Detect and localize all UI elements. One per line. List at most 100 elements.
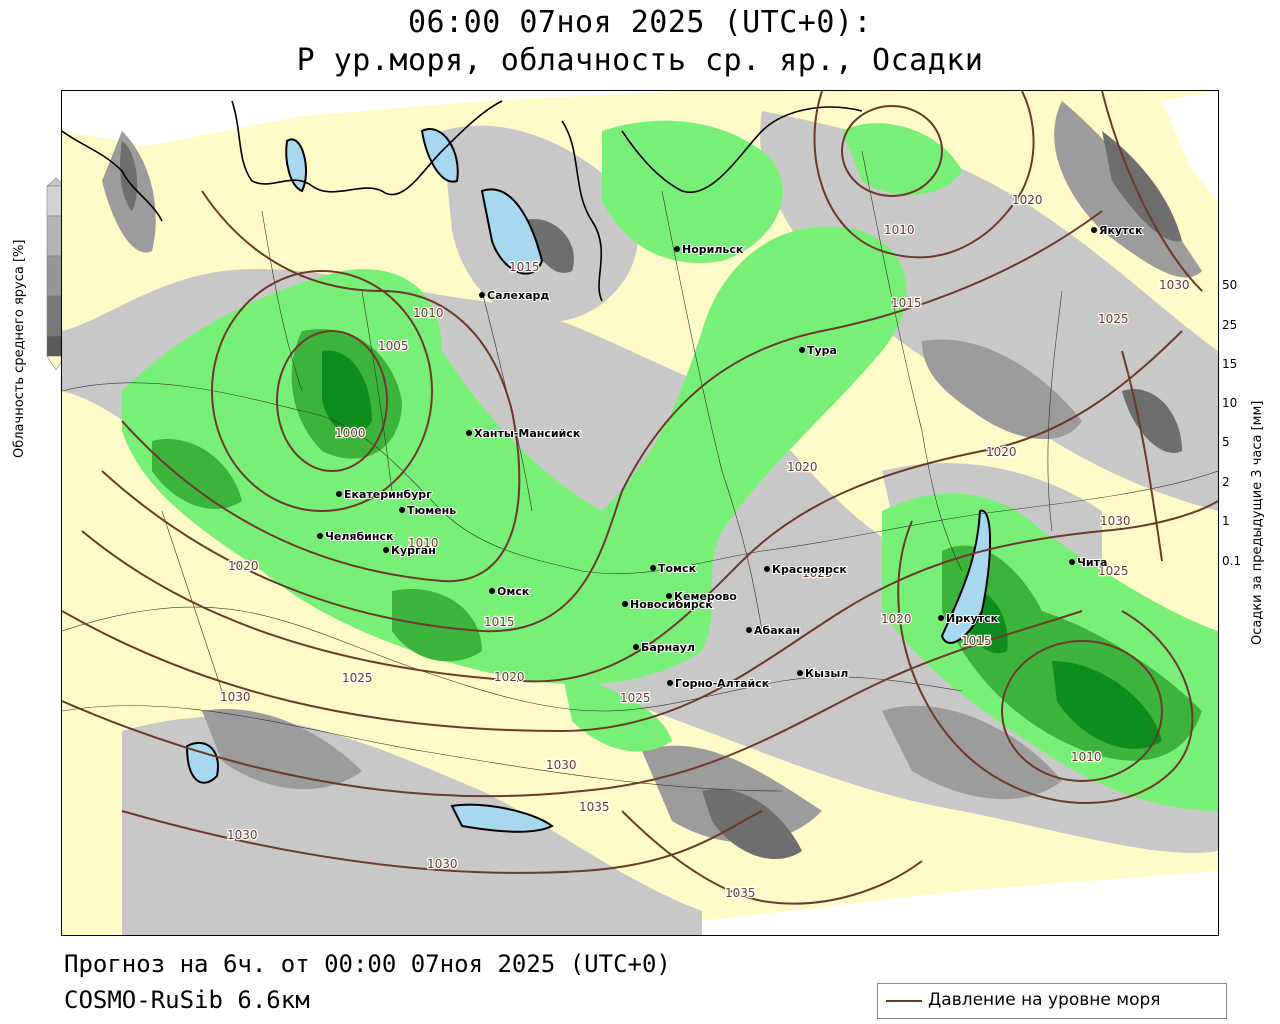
city-dot-icon — [666, 593, 672, 599]
city-dot-icon — [667, 680, 673, 686]
forecast-map[interactable]: 1015 1010 1005 1000 1010 1020 1015 1025 1020 1030… — [61, 90, 1219, 936]
isobar-label-1000: 1000 — [335, 426, 366, 440]
city-dot-icon — [466, 430, 472, 436]
isobar-label-1030: 1030 — [227, 828, 258, 842]
cloud-dark-layer — [120, 131, 1182, 860]
precip-tick-2: 2 — [1222, 475, 1230, 489]
water-layer — [185, 128, 992, 833]
isobar-label-1030: 1030 — [1159, 278, 1190, 292]
isobar-label-1005: 1005 — [378, 339, 409, 353]
isobar-label-1020: 1020 — [494, 670, 525, 684]
map-title-time: 06:00 07ноя 2025 (UTC+0): — [407, 5, 873, 40]
city-marker[interactable]: Барнаул — [633, 640, 696, 655]
city-marker[interactable]: Новосибирск — [622, 597, 714, 612]
city-marker[interactable]: Курган — [383, 543, 437, 558]
city-dot-icon — [650, 565, 656, 571]
isobar-label-1020: 1020 — [1012, 193, 1043, 207]
city-marker[interactable]: Абакан — [746, 623, 801, 638]
legend-box: Давление на уровне моря — [877, 983, 1227, 1019]
isobar-label-1020: 1020 — [787, 460, 818, 474]
city-label: Кызыл — [805, 667, 848, 680]
precip-tick-10: 10 — [1222, 396, 1238, 410]
city-marker[interactable]: Якутск — [1091, 223, 1144, 238]
isobar-label-1015: 1015 — [509, 260, 540, 274]
city-marker[interactable]: Тура — [799, 343, 838, 358]
city-marker[interactable]: Томск — [650, 561, 698, 576]
city-marker[interactable]: Салехард — [479, 288, 550, 303]
precip-tick-0-1: 0.1 — [1222, 554, 1242, 568]
coastline-layer — [62, 100, 863, 302]
city-dot-icon — [622, 601, 628, 607]
cloud-scale-title: Облачность среднего яруса [%] — [12, 239, 27, 458]
city-label: Кемерово — [674, 590, 737, 603]
isobar-label-1035: 1035 — [725, 886, 756, 900]
city-dot-icon — [797, 670, 803, 676]
city-marker[interactable]: Красноярск — [764, 562, 848, 577]
precip-tick-15: 15 — [1222, 357, 1238, 371]
city-dot-icon — [1069, 559, 1075, 565]
map-title-fields: P ур.моря, облачность ср. яр., Осадки — [296, 43, 984, 78]
city-marker[interactable]: Кызыл — [797, 666, 849, 681]
isobar-label-1020: 1020 — [228, 559, 259, 573]
city-label: Челябинск — [325, 530, 394, 543]
isobar-label-1020: 1020 — [986, 445, 1017, 459]
city-dot-icon — [383, 547, 389, 553]
city-dot-icon — [479, 292, 485, 298]
precip-scale-title: Осадки за предыдущие 3 часа [мм] — [1250, 400, 1265, 645]
city-marker[interactable]: Ханты-Мансийск — [466, 426, 582, 441]
isobar-label-1030: 1030 — [546, 758, 577, 772]
precip-tick-5: 5 — [1222, 435, 1230, 449]
isobar-label-group: 1015 1010 1005 1000 1010 1020 1015 1025 1020 1030… — [219, 192, 1191, 902]
city-label: Тюмень — [407, 504, 456, 517]
city-dot-icon — [764, 566, 770, 572]
isobar-label-1025: 1025 — [1098, 312, 1129, 326]
city-dot-icon — [674, 246, 680, 252]
precip-tick-1: 1 — [1222, 514, 1230, 528]
city-label: Салехард — [487, 289, 549, 302]
cloud-colorbar — [46, 178, 66, 371]
isobar-label-1010: 1010 — [1071, 750, 1102, 764]
city-label: Красноярск — [772, 563, 847, 576]
boundary-layer — [62, 150, 1218, 792]
isobar-label-1010: 1010 — [884, 223, 915, 237]
pressure-legend-label: Давление на уровне моря — [928, 990, 1161, 1010]
city-marker-group: Норильск Якутск Салехард Тура Ханты-Мансийск… — [317, 223, 1144, 691]
city-dot-icon — [489, 588, 495, 594]
city-label: Якутск — [1099, 224, 1143, 237]
city-dot-icon — [633, 644, 639, 650]
city-label: Новосибирск — [630, 598, 713, 611]
isobar-label-1035: 1035 — [579, 800, 610, 814]
city-marker[interactable]: Горно-Алтайск — [667, 676, 771, 691]
city-marker[interactable]: Иркутск — [938, 611, 1000, 626]
city-label: Ханты-Мансийск — [474, 427, 581, 440]
isobar-label-1010: 1010 — [408, 536, 439, 550]
model-name: COSMO-RuSib 6.6км — [64, 986, 310, 1014]
city-label: Тура — [807, 344, 837, 357]
city-marker[interactable]: Норильск — [674, 242, 745, 257]
isobar-label-1020: 1020 — [881, 612, 912, 626]
city-marker[interactable]: Кемерово — [666, 589, 738, 604]
city-label: Горно-Алтайск — [675, 677, 770, 690]
city-marker[interactable]: Екатеринбург — [336, 487, 433, 502]
city-label: Омск — [497, 585, 530, 598]
city-marker[interactable]: Челябинск — [317, 529, 395, 544]
city-marker[interactable]: Чита — [1069, 555, 1108, 570]
map-canvas: 1015 1010 1005 1000 1010 1020 1015 1025 1020 1030… — [62, 91, 1218, 935]
isobar-label-1015: 1015 — [484, 615, 515, 629]
city-marker[interactable]: Тюмень — [399, 503, 457, 518]
city-label: Курган — [391, 544, 436, 557]
isobar-label-1025: 1025 — [620, 691, 651, 705]
isobar-label-1025: 1025 — [802, 566, 833, 580]
city-marker[interactable]: Омск — [489, 584, 531, 599]
isobar-layer — [62, 91, 1218, 905]
isobar-label-1015: 1015 — [891, 296, 922, 310]
precip-tick-25: 25 — [1222, 318, 1238, 332]
city-dot-icon — [317, 533, 323, 539]
pressure-line-swatch — [886, 1000, 922, 1002]
city-label: Барнаул — [641, 641, 695, 654]
city-label: Абакан — [754, 624, 800, 637]
precip-tick-50: 50 — [1222, 278, 1238, 292]
city-dot-icon — [336, 491, 342, 497]
isobar-label-1025: 1025 — [1098, 564, 1129, 578]
city-dot-icon — [938, 615, 944, 621]
